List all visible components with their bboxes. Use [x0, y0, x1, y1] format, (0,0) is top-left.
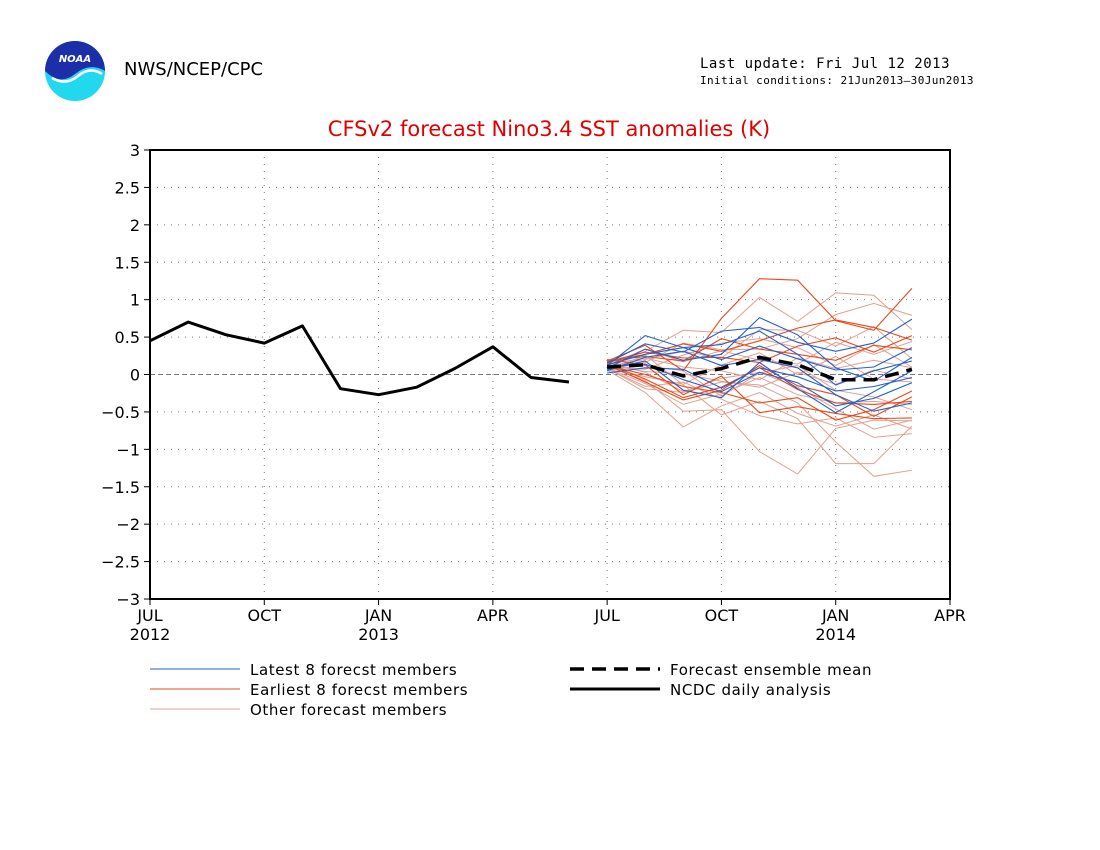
y-tick-label: 2 — [130, 216, 140, 235]
other-member-line — [607, 357, 912, 381]
latest-member-line — [606, 360, 913, 414]
other-member-line — [607, 338, 913, 370]
earliest-member-line — [607, 358, 912, 420]
org-label: NWS/NCEP/CPC — [124, 59, 264, 80]
latest-member-line — [606, 318, 913, 364]
y-tick-label: −1 — [116, 440, 140, 459]
plot-frame — [149, 149, 951, 600]
latest-member-line — [606, 316, 913, 382]
header: NOAA NWS/NCEP/CPC Last update: Fri Jul 1… — [0, 0, 1100, 110]
x-tick-label: APR — [477, 606, 509, 625]
latest-member-line — [606, 330, 913, 386]
x-tick-label: OCT — [248, 606, 282, 625]
y-tick-label: 0 — [130, 366, 140, 385]
x-year-label: 2012 — [130, 625, 171, 644]
x-tick-label: JAN — [821, 606, 849, 625]
noaa-logo-text: NOAA — [59, 54, 91, 65]
x-year-label: 2014 — [815, 625, 856, 644]
earliest-member-line — [607, 338, 912, 362]
y-tick-label: −0.5 — [101, 403, 140, 422]
other-member-line — [607, 326, 913, 367]
y-tick-label: −3 — [116, 590, 140, 609]
chart-title: CFSv2 forecast Nino3.4 SST anomalies (K) — [328, 117, 770, 141]
x-tick-label: JUL — [136, 606, 162, 625]
latest-member-line — [606, 345, 913, 371]
legend: Latest 8 forecst members Forecast ensembl… — [150, 661, 872, 719]
earliest-member-line — [606, 363, 912, 405]
legend-label-latest: Latest 8 forecst members — [250, 661, 457, 679]
earliest-member-line — [606, 319, 913, 364]
noaa-logo-icon: NOAA — [45, 41, 105, 101]
observed-line — [149, 320, 570, 397]
x-tick-label: JUL — [593, 606, 619, 625]
legend-label-earliest: Earliest 8 forecst members — [250, 681, 468, 699]
y-tick-label: 1 — [130, 291, 140, 310]
legend-label-observed: NCDC daily analysis — [670, 681, 831, 699]
legend-label-mean: Forecast ensemble mean — [670, 661, 872, 679]
other-member-line — [607, 364, 913, 388]
axis-labels: 32.521.510.50−0.5−1−1.5−2−2.5−3JUL2012OC… — [101, 141, 966, 644]
earliest-member-line — [606, 364, 913, 418]
x-year-label: 2013 — [358, 625, 399, 644]
grid — [144, 149, 951, 605]
x-tick-label: APR — [934, 606, 966, 625]
other-member-line — [606, 292, 913, 368]
y-tick-label: 1.5 — [115, 253, 140, 272]
ensemble-mean-line — [606, 355, 913, 382]
latest-member-line — [606, 350, 913, 412]
y-tick-label: 3 — [130, 141, 140, 160]
y-tick-label: 0.5 — [115, 328, 140, 347]
other-member-line — [606, 369, 913, 430]
x-tick-label: OCT — [705, 606, 739, 625]
plot-lines — [149, 278, 913, 477]
y-tick-label: −1.5 — [101, 478, 140, 497]
x-tick-label: JAN — [364, 606, 392, 625]
earliest-member-line — [606, 364, 913, 421]
y-tick-label: −2.5 — [101, 553, 140, 572]
y-tick-label: 2.5 — [115, 178, 140, 197]
initial-conditions-text: Initial conditions: 21Jun2013–30Jun2013 — [700, 74, 974, 87]
legend-label-other: Other forecast members — [250, 701, 447, 719]
y-tick-label: −2 — [116, 515, 140, 534]
last-update-text: Last update: Fri Jul 12 2013 — [700, 56, 951, 72]
other-member-line — [606, 368, 912, 477]
other-member-line — [606, 367, 912, 405]
